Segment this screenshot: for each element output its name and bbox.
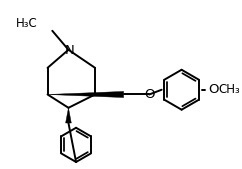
Text: N: N bbox=[65, 44, 74, 57]
Text: O: O bbox=[144, 88, 155, 101]
Text: O: O bbox=[208, 83, 219, 96]
Polygon shape bbox=[66, 108, 71, 123]
Text: CH₃: CH₃ bbox=[219, 83, 241, 96]
Polygon shape bbox=[47, 91, 124, 98]
Text: H₃C: H₃C bbox=[16, 17, 38, 30]
